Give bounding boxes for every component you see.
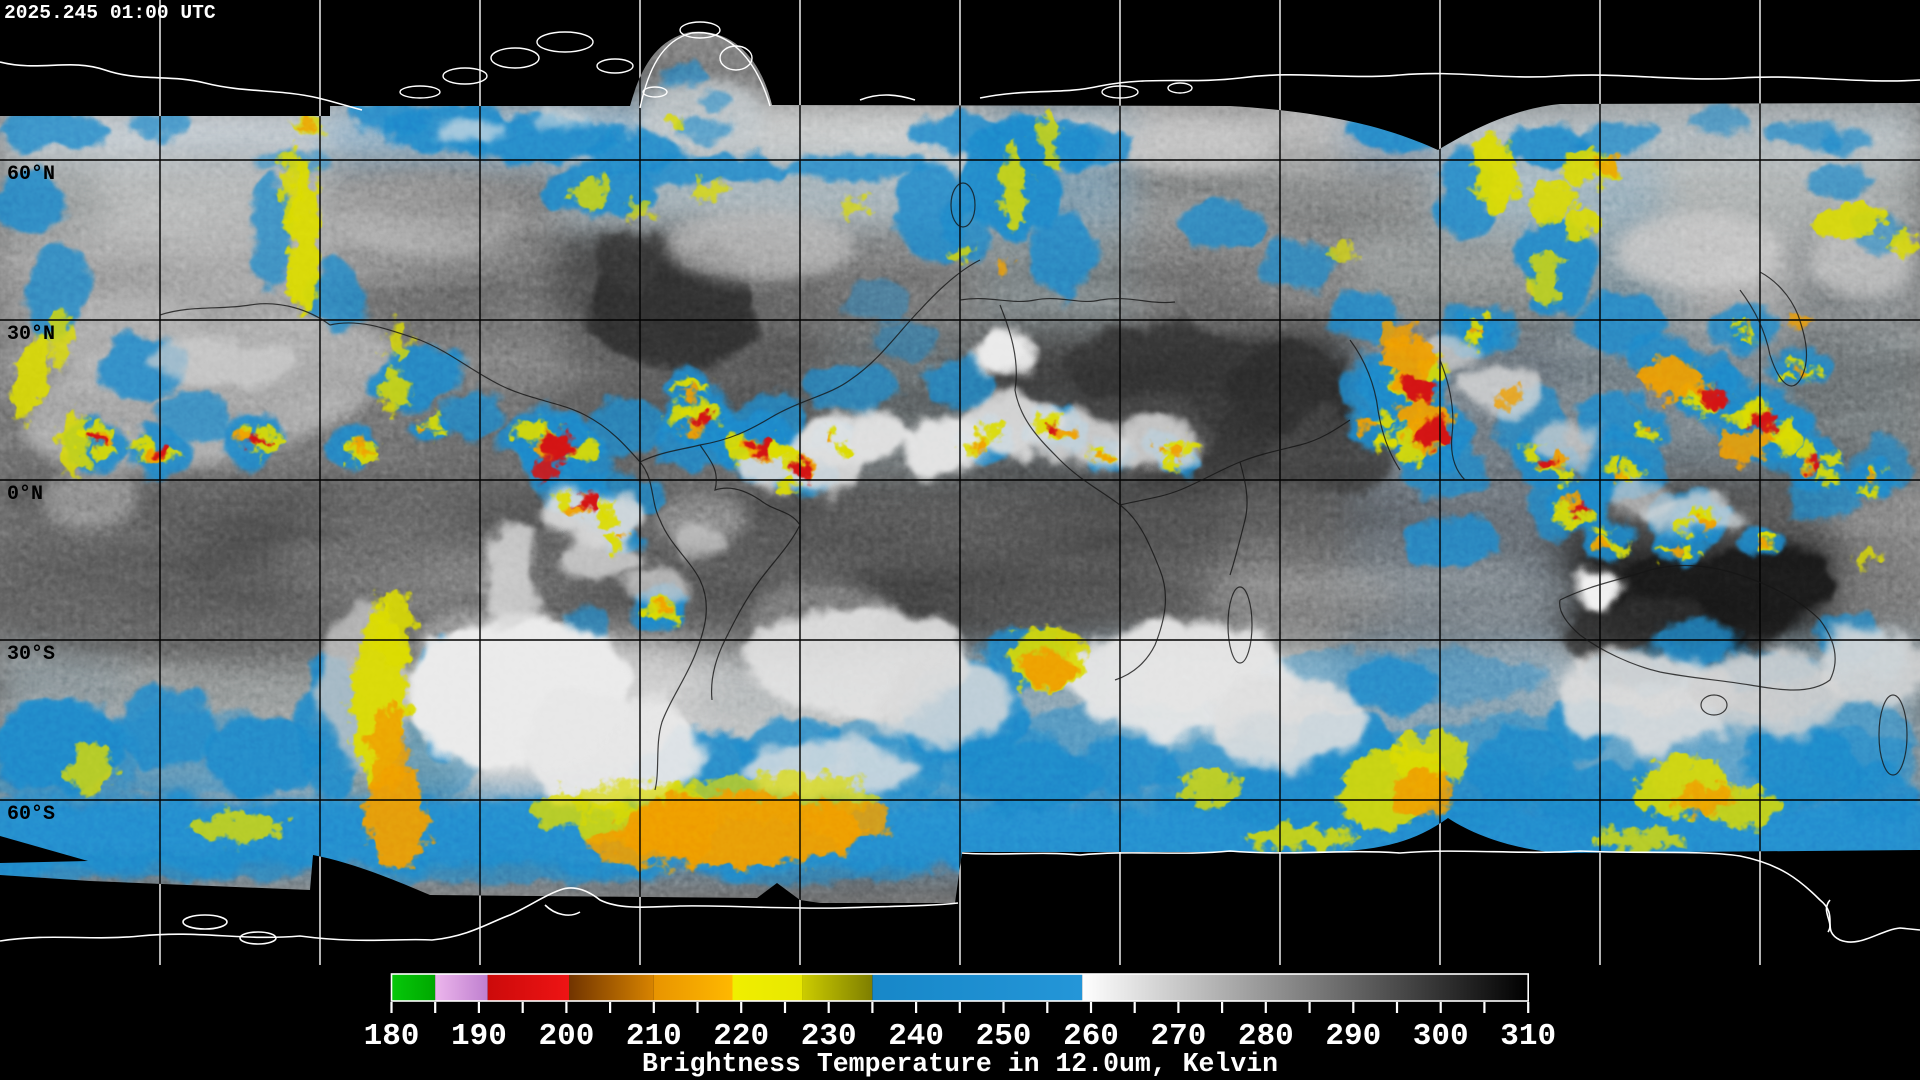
svg-text:60°S: 60°S [7, 803, 55, 826]
svg-text:30°S: 30°S [7, 643, 55, 666]
svg-text:200: 200 [538, 1019, 594, 1054]
svg-text:290: 290 [1325, 1019, 1381, 1054]
svg-text:250: 250 [976, 1019, 1032, 1054]
svg-text:Brightness Temperature in 12.0: Brightness Temperature in 12.0um, Kelvin [642, 1049, 1278, 1079]
svg-text:210: 210 [626, 1019, 682, 1054]
svg-text:310: 310 [1500, 1019, 1556, 1054]
svg-text:300: 300 [1413, 1019, 1469, 1054]
svg-text:180: 180 [364, 1019, 420, 1054]
svg-text:60°N: 60°N [7, 163, 55, 186]
svg-text:270: 270 [1150, 1019, 1206, 1054]
svg-text:30°N: 30°N [7, 323, 55, 346]
svg-text:280: 280 [1238, 1019, 1294, 1054]
svg-text:230: 230 [801, 1019, 857, 1054]
svg-text:190: 190 [451, 1019, 507, 1054]
svg-text:260: 260 [1063, 1019, 1119, 1054]
svg-text:240: 240 [888, 1019, 944, 1054]
svg-text:220: 220 [713, 1019, 769, 1054]
svg-text:0°N: 0°N [7, 483, 43, 506]
svg-text:2025.245 01:00 UTC: 2025.245 01:00 UTC [4, 2, 216, 24]
